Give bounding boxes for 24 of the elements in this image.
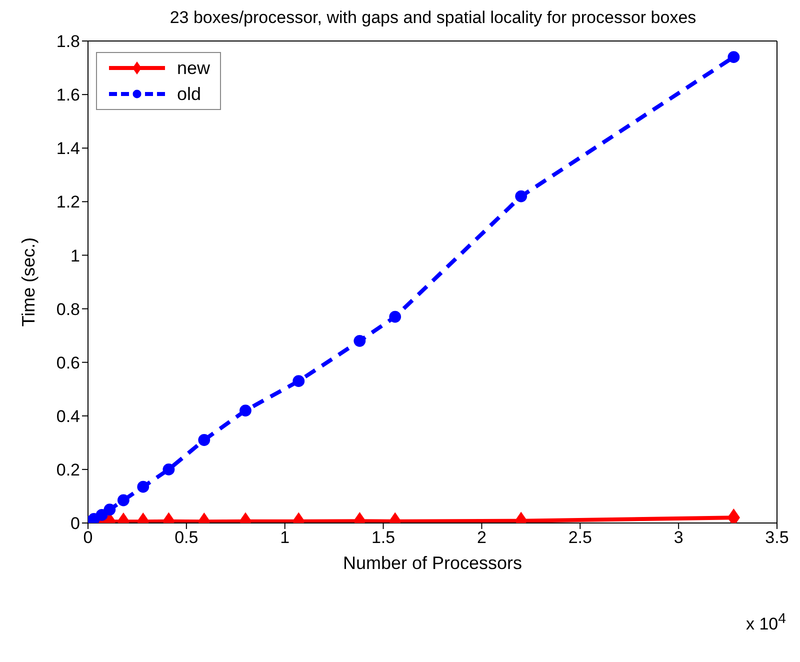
y-tick-label: 1 bbox=[70, 246, 80, 266]
x-tick-label: 1 bbox=[280, 528, 290, 548]
chart-title: 23 boxes/processor, with gaps and spatial locality for processor boxes bbox=[168, 8, 698, 29]
y-axis-title: Time (sec.) bbox=[18, 237, 38, 327]
y-tick-label: 0.2 bbox=[56, 460, 80, 480]
x-axis-title: Number of Processors bbox=[342, 553, 522, 573]
y-tick-label: 0.6 bbox=[56, 353, 80, 372]
x-tick-label: 0.5 bbox=[174, 528, 198, 548]
y-tick-label: 1.6 bbox=[56, 86, 80, 105]
y-tick-label: 1.8 bbox=[56, 32, 80, 52]
x-tick-label: 1.5 bbox=[371, 528, 396, 548]
y-tick-label: 0.8 bbox=[56, 300, 80, 319]
y-tick-label: 1.2 bbox=[56, 192, 80, 212]
text: x 10$^{4}$ bbox=[746, 611, 786, 635]
x-tick-label: 3.5 bbox=[765, 528, 789, 548]
legend-label: old bbox=[177, 84, 202, 104]
x-tick-label: 2.5 bbox=[568, 528, 592, 548]
x-tick-label: 0 bbox=[83, 528, 93, 548]
y-tick-label: 0.4 bbox=[56, 406, 80, 426]
legend-label: new bbox=[177, 58, 210, 78]
x-tick-label: 2 bbox=[476, 528, 486, 548]
x-tick-label: 3 bbox=[674, 528, 684, 548]
y-tick-label: 1.4 bbox=[56, 139, 80, 158]
y-tick-label: 0 bbox=[70, 514, 80, 534]
